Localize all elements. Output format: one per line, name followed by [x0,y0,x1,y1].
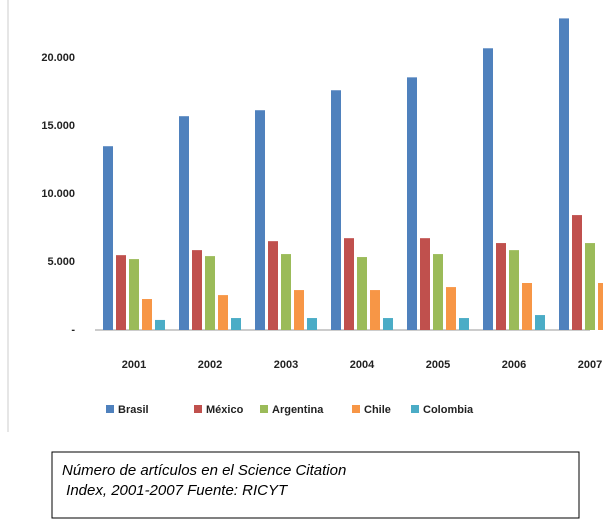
y-tick-label: 20.000 [41,52,75,64]
bar [357,257,367,330]
y-tick-label: 5.000 [47,256,75,268]
bar [407,77,417,330]
y-tick-label: - [71,324,75,336]
legend-label: México [206,404,244,416]
bar [294,290,304,330]
legend-label: Chile [364,404,391,416]
bar [496,243,506,330]
bar [483,48,493,330]
bar [103,146,113,330]
caption-box [51,451,580,519]
legend-swatch [411,405,419,413]
bar [205,256,215,330]
x-tick-label: 2001 [122,359,146,371]
bar [585,243,595,330]
x-tick-label: 2006 [502,359,526,371]
bar [129,259,139,330]
legend-swatch [106,405,114,413]
bar [535,315,545,330]
bar [142,299,152,330]
bar [459,318,469,330]
caption-line: Número de artículos en el Science Citati… [62,462,346,479]
bar [522,283,532,330]
bar [572,215,582,330]
bar [116,255,126,330]
legend-label: Brasil [118,404,149,416]
x-tick-label: 2004 [350,359,375,371]
caption-line: Index, 2001-2007 Fuente: RICYT [62,482,289,499]
legend-swatch [260,405,268,413]
x-tick-label: 2007 [578,359,602,371]
x-tick-label: 2003 [274,359,298,371]
bar [433,254,443,330]
legend-label: Argentina [272,404,324,416]
bar [155,319,165,330]
bar [255,110,265,330]
legend-swatch [194,405,202,413]
bar [446,287,456,330]
bar [598,283,603,330]
bar [268,241,278,330]
y-tick-label: 10.000 [41,188,75,200]
legend-swatch [352,405,360,413]
bar [344,238,354,330]
bar [179,116,189,330]
bar [559,18,569,330]
bar [383,318,393,330]
x-tick-label: 2002 [198,359,222,371]
x-tick-label: 2005 [426,359,450,371]
bar [218,295,228,330]
bar [307,318,317,330]
bar [231,318,241,330]
y-tick-label: 15.000 [41,120,75,132]
legend-label: Colombia [423,404,474,416]
bar [509,250,519,330]
bar [370,290,380,330]
bar [192,250,202,330]
bar [281,254,291,330]
bar [331,90,341,330]
bar [420,238,430,330]
